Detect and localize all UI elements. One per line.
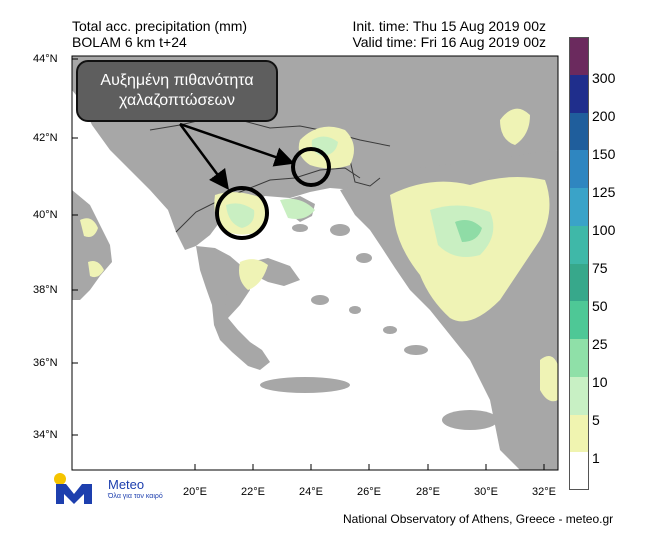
colorbar-label-150: 150 (592, 146, 616, 162)
lat-label-42: 42°N (33, 132, 58, 144)
arrow-west (178, 123, 229, 191)
axis-ticks (72, 58, 545, 470)
lat-label-44: 44°N (33, 53, 58, 65)
lat-label-34: 34°N (33, 429, 58, 441)
footer-credit: National Observatory of Athens, Greece -… (343, 512, 614, 526)
annotation-arrows (178, 122, 295, 191)
title-line-1: Total acc. precipitation (mm) (72, 18, 248, 34)
lat-label-38: 38°N (33, 284, 58, 296)
time-info: Init. time: Thu 15 Aug 2019 00z Valid ti… (352, 18, 546, 50)
colorbar-label-125: 125 (592, 184, 616, 200)
lon-label-26: 26°E (357, 486, 381, 498)
colorbar-label-100: 100 (592, 222, 616, 238)
colorbar-label-1: 1 (592, 450, 600, 466)
colorbar-label-200: 200 (592, 108, 616, 124)
annotation-line-2: χαλαζοπτώσεων (118, 92, 235, 109)
valid-time: Valid time: Fri 16 Aug 2019 00z (352, 34, 546, 50)
lon-label-22: 22°E (241, 486, 265, 498)
highlight-circle-east (291, 147, 331, 187)
init-time: Init. time: Thu 15 Aug 2019 00z (352, 18, 546, 34)
arrow-east (179, 122, 295, 167)
colorbar-frame (569, 37, 589, 490)
colorbar-label-25: 25 (592, 336, 608, 352)
logo-tagline: Όλα για τον καιρό (108, 493, 163, 500)
logo-name: Meteo (108, 477, 145, 492)
meteo-logo-icon (54, 473, 92, 504)
lon-label-30: 30°E (474, 486, 498, 498)
lon-label-28: 28°E (416, 486, 440, 498)
title-line-2: BOLAM 6 km t+24 (72, 34, 187, 50)
annotation-line-1: Αυξημένη πιθανότητα (100, 72, 254, 89)
colorbar-label-5: 5 (592, 412, 600, 428)
colorbar-label-50: 50 (592, 298, 608, 314)
lon-label-24: 24°E (299, 486, 323, 498)
map-title: Total acc. precipitation (mm) BOLAM 6 km… (72, 18, 247, 50)
colorbar-label-300: 300 (592, 70, 616, 86)
lat-label-36: 36°N (33, 357, 58, 369)
precipitation-layer (80, 69, 558, 402)
lat-label-40: 40°N (33, 209, 58, 221)
lon-label-32: 32°E (532, 486, 556, 498)
map-frame (71, 55, 559, 471)
lon-label-20: 20°E (183, 486, 207, 498)
hail-highlights (215, 147, 331, 240)
hail-annotation-box: Αυξημένη πιθανότητα χαλαζοπτώσεων (76, 60, 278, 122)
colorbar-label-10: 10 (592, 374, 608, 390)
highlight-circle-west (215, 186, 269, 240)
colorbar-label-75: 75 (592, 260, 608, 276)
